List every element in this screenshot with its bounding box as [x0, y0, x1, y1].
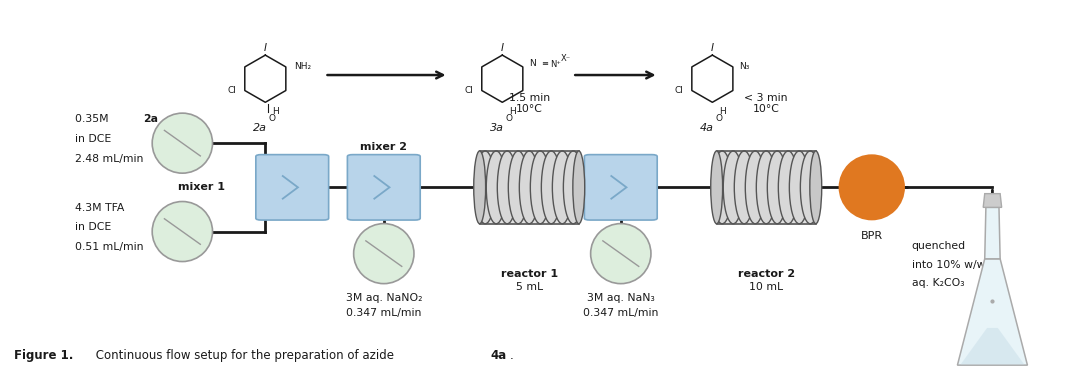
- Polygon shape: [960, 328, 1024, 364]
- Text: O: O: [269, 114, 275, 123]
- Text: 4a: 4a: [490, 349, 507, 362]
- Ellipse shape: [475, 151, 495, 224]
- Ellipse shape: [530, 151, 550, 224]
- Ellipse shape: [519, 151, 539, 224]
- Ellipse shape: [734, 151, 754, 224]
- Text: mixer 1: mixer 1: [178, 182, 226, 192]
- Ellipse shape: [591, 224, 651, 284]
- Ellipse shape: [712, 151, 732, 224]
- FancyBboxPatch shape: [256, 155, 328, 220]
- Ellipse shape: [572, 151, 584, 224]
- Text: Continuous flow setup for the preparation of azide: Continuous flow setup for the preparatio…: [92, 349, 397, 362]
- Text: H: H: [272, 107, 279, 116]
- Text: Figure 1.: Figure 1.: [14, 349, 73, 362]
- Ellipse shape: [552, 151, 572, 224]
- Text: 5 mL: 5 mL: [515, 282, 543, 292]
- Ellipse shape: [474, 151, 486, 224]
- Ellipse shape: [838, 154, 905, 220]
- Text: H: H: [510, 107, 516, 116]
- Text: .: .: [510, 349, 514, 362]
- Text: Cl: Cl: [464, 86, 473, 95]
- Polygon shape: [958, 259, 1027, 365]
- Polygon shape: [983, 194, 1001, 207]
- Ellipse shape: [756, 151, 777, 224]
- Text: in DCE: in DCE: [75, 222, 111, 232]
- Text: 10°C: 10°C: [516, 105, 542, 114]
- FancyBboxPatch shape: [480, 151, 579, 224]
- Text: 10 mL: 10 mL: [750, 282, 783, 292]
- Ellipse shape: [541, 151, 562, 224]
- Text: 0.51 mL/min: 0.51 mL/min: [75, 242, 144, 252]
- Ellipse shape: [745, 151, 765, 224]
- Text: mixer 2: mixer 2: [361, 142, 407, 152]
- Text: 10°C: 10°C: [753, 105, 780, 114]
- Text: 0.347 mL/min: 0.347 mL/min: [583, 308, 659, 318]
- Text: 2a: 2a: [253, 122, 267, 132]
- Ellipse shape: [509, 151, 528, 224]
- Text: O: O: [505, 114, 513, 123]
- Text: 0.35M: 0.35M: [75, 114, 111, 124]
- FancyBboxPatch shape: [348, 155, 420, 220]
- Text: quenched: quenched: [912, 241, 966, 251]
- Text: N⁺: N⁺: [550, 60, 561, 69]
- Text: 3M aq. NaN₃: 3M aq. NaN₃: [586, 293, 654, 303]
- Text: I: I: [264, 43, 267, 53]
- Ellipse shape: [486, 151, 507, 224]
- Text: reactor 2: reactor 2: [738, 269, 795, 279]
- Text: 4a: 4a: [700, 122, 714, 132]
- Ellipse shape: [353, 224, 414, 284]
- Text: into 10% w/w: into 10% w/w: [912, 260, 985, 270]
- FancyBboxPatch shape: [584, 155, 658, 220]
- Text: reactor 1: reactor 1: [501, 269, 557, 279]
- Ellipse shape: [810, 151, 822, 224]
- Text: I: I: [501, 43, 503, 53]
- Polygon shape: [985, 207, 1000, 259]
- Text: X⁻: X⁻: [561, 54, 570, 63]
- Text: < 3 min: < 3 min: [744, 93, 788, 104]
- Text: in DCE: in DCE: [75, 134, 111, 144]
- Text: H: H: [719, 107, 726, 116]
- Text: 3M aq. NaNO₂: 3M aq. NaNO₂: [346, 293, 422, 303]
- Text: Cl: Cl: [674, 86, 684, 95]
- Ellipse shape: [711, 151, 723, 224]
- Ellipse shape: [724, 151, 743, 224]
- Ellipse shape: [497, 151, 517, 224]
- Text: 0.347 mL/min: 0.347 mL/min: [346, 308, 421, 318]
- Text: N₃: N₃: [740, 62, 750, 72]
- Text: ≡: ≡: [541, 59, 548, 68]
- Text: 4.3M TFA: 4.3M TFA: [75, 203, 124, 213]
- Ellipse shape: [800, 151, 820, 224]
- Text: N: N: [529, 59, 536, 68]
- Ellipse shape: [779, 151, 798, 224]
- Text: 2a: 2a: [144, 114, 159, 124]
- Text: aq. K₂CO₃: aq. K₂CO₃: [912, 278, 964, 288]
- Text: 1.5 min: 1.5 min: [509, 93, 550, 104]
- Ellipse shape: [767, 151, 787, 224]
- Text: 3a: 3a: [490, 122, 504, 132]
- Ellipse shape: [789, 151, 809, 224]
- Text: Cl: Cl: [228, 86, 237, 95]
- Text: NH₂: NH₂: [295, 62, 311, 72]
- Ellipse shape: [564, 151, 583, 224]
- Text: I: I: [711, 43, 714, 53]
- Ellipse shape: [152, 201, 213, 262]
- Text: BPR: BPR: [861, 232, 882, 242]
- Ellipse shape: [152, 113, 213, 173]
- Text: O: O: [716, 114, 723, 123]
- FancyBboxPatch shape: [717, 151, 815, 224]
- Text: 2.48 mL/min: 2.48 mL/min: [75, 154, 143, 164]
